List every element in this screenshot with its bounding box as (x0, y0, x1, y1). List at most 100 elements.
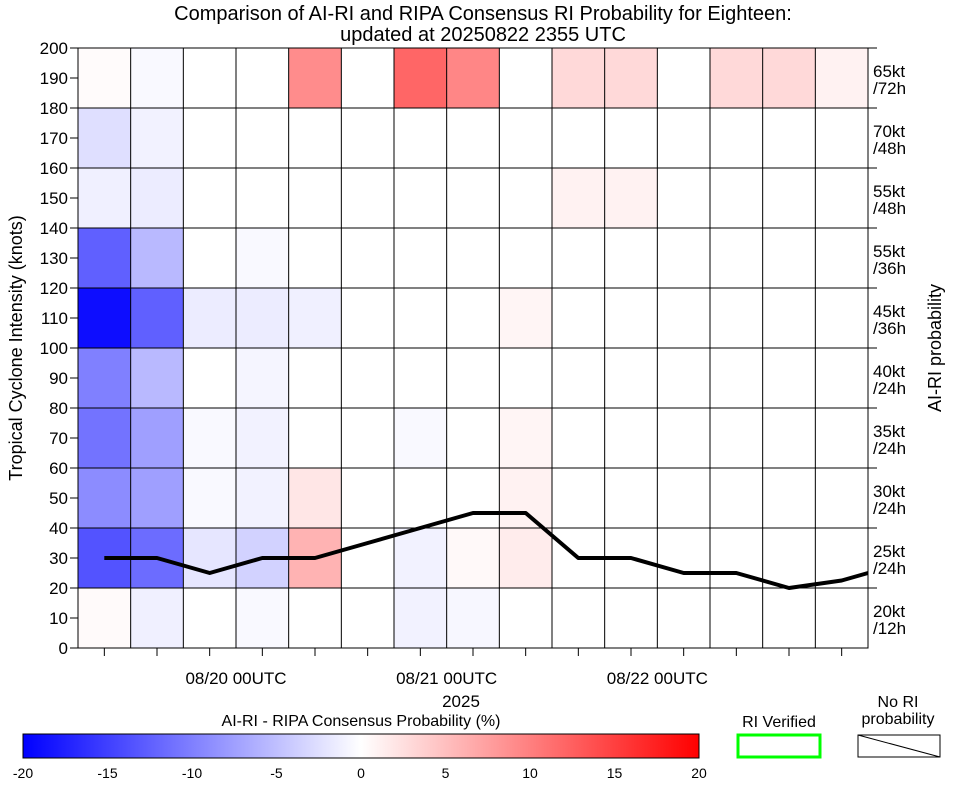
heatmap-cell (236, 588, 289, 648)
heatmap-cell (552, 288, 605, 348)
heatmap-cell (710, 168, 763, 228)
heatmap-cell (78, 108, 131, 168)
heatmap-cell (288, 348, 342, 408)
heatmap-cell (499, 348, 552, 408)
heatmap-cell (815, 168, 868, 228)
heatmap-cell (183, 168, 236, 228)
row-label-period: /24h (873, 439, 906, 458)
heatmap-cell (288, 408, 342, 468)
heatmap-cells (78, 48, 868, 648)
chart-subtitle: updated at 20250822 2355 UTC (340, 24, 626, 46)
heatmap-cell (78, 48, 131, 108)
row-label-period: /24h (873, 499, 906, 518)
heatmap-cell (762, 48, 816, 108)
heatmap-cell (657, 108, 710, 168)
heatmap-cell (604, 108, 658, 168)
colorbar-tick-label: 15 (607, 765, 623, 781)
heatmap-cell (762, 168, 816, 228)
row-label-intensity: 45kt (873, 302, 905, 321)
x-axis-ticks: 08/20 00UTC 08/21 00UTC 08/22 00UTC (103, 648, 843, 688)
heatmap-cell (815, 588, 868, 648)
heatmap-cell (815, 468, 868, 528)
heatmap-cell (236, 168, 289, 228)
heatmap-cell (288, 108, 342, 168)
heatmap-cell (341, 348, 394, 408)
row-label-intensity: 40kt (873, 362, 905, 381)
y-tick-label: 100 (40, 339, 68, 358)
heatmap-cell (762, 228, 816, 288)
heatmap-cell (130, 108, 184, 168)
heatmap-cell (394, 228, 447, 288)
heatmap-cell (130, 348, 184, 408)
heatmap-cell (657, 468, 710, 528)
heatmap-cell (446, 108, 500, 168)
heatmap-cell (236, 468, 289, 528)
heatmap-cell (657, 348, 710, 408)
heatmap-cell (130, 168, 184, 228)
heatmap-cell (130, 288, 184, 348)
heatmap-cell (446, 48, 500, 108)
heatmap-cell (183, 108, 236, 168)
heatmap-cell (657, 528, 710, 588)
heatmap-cell (183, 228, 236, 288)
heatmap-cell (394, 168, 447, 228)
heatmap-cell (183, 528, 236, 588)
y-tick-label: 10 (49, 609, 68, 628)
row-label-period: /24h (873, 559, 906, 578)
colorbar-tick-label: 5 (442, 765, 450, 781)
heatmap-cell (394, 588, 447, 648)
y-axis-ticks: 0 10 20 30 40 50 60 70 80 90 100 110 120 130 140 150 160… (40, 39, 877, 658)
heatmap-cell (657, 408, 710, 468)
heatmap-cell (657, 228, 710, 288)
y-tick-label: 70 (49, 429, 68, 448)
y-tick-label: 140 (40, 219, 68, 238)
legend-no-ri-label-line1: No RI (878, 694, 919, 711)
heatmap-cell (183, 48, 236, 108)
legend-ri-verified-label: RI Verified (742, 714, 816, 731)
heatmap-cell (78, 228, 131, 288)
colorbar-tick-label: 10 (522, 765, 538, 781)
y-tick-label: 160 (40, 159, 68, 178)
row-label-period: /48h (873, 199, 906, 218)
heatmap-cell (341, 468, 394, 528)
heatmap-cell (499, 228, 552, 288)
heatmap-cell (288, 468, 342, 528)
heatmap-cell (78, 588, 131, 648)
row-label-intensity: 25kt (873, 542, 905, 561)
row-label-period: /72h (873, 79, 906, 98)
colorbar-tick-label: -10 (182, 765, 202, 781)
y-tick-label: 60 (49, 459, 68, 478)
x-tick-label: 08/22 00UTC (607, 669, 708, 688)
heatmap-cell (183, 468, 236, 528)
colorbar-ticks: -20 -15 -10 -5 0 5 10 15 20 (13, 765, 707, 781)
heatmap-cell (394, 348, 447, 408)
heatmap-cell (762, 528, 816, 588)
heatmap-cell (341, 108, 394, 168)
row-label-period: /12h (873, 619, 906, 638)
heatmap-cell (815, 528, 868, 588)
heatmap-cell (499, 408, 552, 468)
row-label-intensity: 70kt (873, 122, 905, 141)
heatmap-cell (762, 588, 816, 648)
y-tick-label: 170 (40, 129, 68, 148)
heatmap-cell (710, 228, 763, 288)
heatmap-cell (499, 588, 552, 648)
legend-no-ri-label-line2: probability (862, 711, 935, 728)
y-tick-label: 200 (40, 39, 68, 58)
heatmap-cell (446, 588, 500, 648)
heatmap-cell (710, 108, 763, 168)
heatmap-cell (78, 468, 131, 528)
heatmap-cell (499, 48, 552, 108)
legend-no-ri-swatch (857, 734, 941, 758)
chart-title: Comparison of AI-RI and RIPA Consensus R… (174, 3, 792, 25)
heatmap-cell (552, 48, 605, 108)
heatmap-cell (446, 348, 500, 408)
row-labels: 20kt/12h25kt/24h30kt/24h35kt/24h40kt/24h… (873, 62, 906, 638)
heatmap-cell (183, 288, 236, 348)
legend-ri-verified-swatch (736, 733, 822, 759)
heatmap-cell (552, 228, 605, 288)
y-tick-label: 50 (49, 489, 68, 508)
heatmap-cell (657, 588, 710, 648)
heatmap-cell (499, 528, 552, 588)
heatmap-cell (657, 168, 710, 228)
